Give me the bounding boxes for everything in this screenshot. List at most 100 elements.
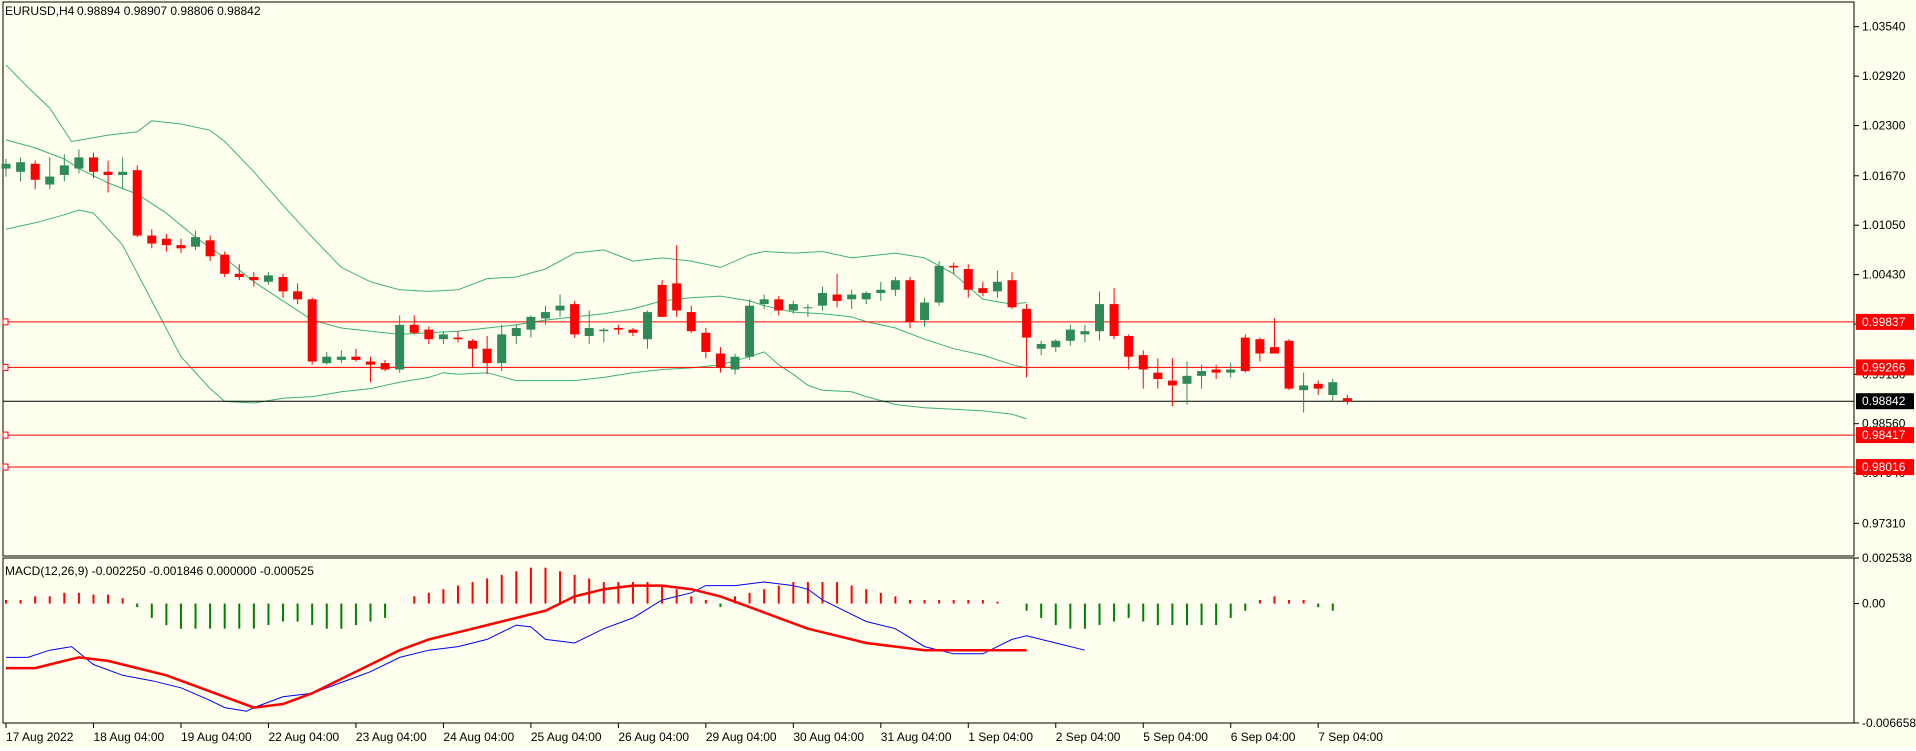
candle-body [1153, 372, 1163, 380]
candle-17 [249, 272, 259, 287]
candle-90 [1313, 380, 1323, 395]
candle-body [16, 162, 26, 172]
candle-body [1284, 340, 1294, 389]
candle-70 [1022, 304, 1032, 378]
candle-85 [1240, 334, 1250, 373]
candle-body [1197, 371, 1207, 376]
candle-body [876, 289, 886, 293]
candle-48 [701, 328, 711, 359]
candle-body [643, 312, 653, 340]
candle-body [234, 273, 244, 278]
candle-36 [526, 315, 536, 338]
candle-34 [497, 324, 507, 372]
candle-57 [832, 273, 842, 308]
main-panel-background [2, 1, 1855, 557]
candle-69 [1007, 272, 1017, 309]
candle-body [191, 237, 201, 247]
time-tick-label-14: 6 Sep 04:00 [1231, 730, 1296, 744]
time-tick-label-12: 2 Sep 04:00 [1056, 730, 1121, 744]
candle-58 [847, 289, 857, 309]
candle-82 [1197, 364, 1207, 389]
candle-9 [132, 165, 142, 238]
candle-78 [1138, 350, 1148, 389]
level-price-label-2: 0.98417 [1862, 428, 1906, 442]
candle-22 [322, 351, 332, 365]
candle-51 [745, 299, 755, 360]
candle-6 [88, 152, 98, 179]
price-axis: 1.03540 1.02920 1.02300 1.01670 1.01050 1.004… [1854, 20, 1916, 730]
candle-55 [803, 304, 813, 317]
candle-12 [176, 238, 186, 254]
candle-29 [424, 326, 434, 344]
candle-77 [1124, 334, 1134, 370]
candle-79 [1153, 358, 1163, 389]
candle-body [890, 280, 900, 290]
macd-tick-label-2: -0.006658 [1862, 716, 1916, 730]
candle-41 [599, 328, 609, 343]
candle-56 [817, 286, 827, 311]
time-tick-label-13: 5 Sep 04:00 [1143, 730, 1208, 744]
level-anchor-1 [2, 363, 9, 371]
candle-body [788, 304, 798, 311]
candle-body [1167, 380, 1177, 386]
candle-body [1022, 308, 1032, 338]
candle-body [1080, 331, 1090, 335]
current-price-label: 0.98842 [1862, 394, 1906, 408]
candle-19 [278, 273, 288, 298]
candle-24 [351, 348, 361, 362]
macd-indicator [5, 567, 1334, 712]
candle-body [978, 288, 988, 293]
candle-7 [103, 160, 113, 193]
candle-body [657, 284, 667, 317]
candle-body [45, 176, 55, 185]
candle-body [307, 299, 317, 362]
candle-body [1007, 280, 1017, 308]
candle-body [686, 312, 696, 332]
candle-4 [59, 154, 69, 182]
candle-42 [613, 324, 623, 335]
macd-tick-label-0: 0.002538 [1862, 551, 1912, 565]
candle-65 [949, 262, 959, 274]
time-tick-label-11: 1 Sep 04:00 [968, 730, 1033, 744]
price-tick-label-4: 1.01050 [1862, 218, 1906, 232]
candle-60 [876, 281, 886, 301]
candle-87 [1269, 318, 1279, 354]
candle-20 [293, 283, 303, 305]
candle-body [1109, 304, 1119, 336]
candle-21 [307, 297, 317, 365]
time-tick-label-7: 26 Aug 04:00 [618, 730, 689, 744]
candle-body [526, 316, 536, 330]
candle-10 [147, 229, 157, 249]
candle-92 [1342, 394, 1352, 405]
candle-body [599, 329, 609, 332]
candle-body [118, 171, 128, 175]
price-tick-label-3: 1.01670 [1862, 169, 1906, 183]
time-tick-label-10: 31 Aug 04:00 [881, 730, 952, 744]
candle-body [336, 356, 346, 360]
level-price-tag-2 [1856, 427, 1914, 444]
candle-body [1051, 340, 1061, 348]
candle-75 [1095, 291, 1104, 341]
candle-23 [336, 350, 346, 364]
candle-body [59, 165, 69, 175]
candle-body [1182, 375, 1192, 384]
price-tick-label-0: 1.03540 [1862, 20, 1906, 34]
candle-body [847, 294, 857, 300]
candle-body [730, 356, 740, 370]
level-anchor-2 [2, 431, 9, 439]
time-tick-label-5: 24 Aug 04:00 [443, 730, 514, 744]
candle-86 [1255, 337, 1265, 362]
candle-53 [774, 296, 784, 316]
candle-body [1269, 347, 1279, 354]
candle-37 [540, 305, 550, 325]
candle-body [1226, 369, 1236, 373]
price-tick-label-10: 0.97310 [1862, 516, 1906, 530]
candle-body [424, 329, 434, 340]
candle-64 [934, 261, 944, 306]
candle-59 [861, 291, 871, 305]
candle-body [176, 245, 186, 249]
bollinger-lower-line [5, 209, 1027, 420]
candle-84 [1226, 363, 1236, 378]
candle-body [745, 305, 755, 357]
